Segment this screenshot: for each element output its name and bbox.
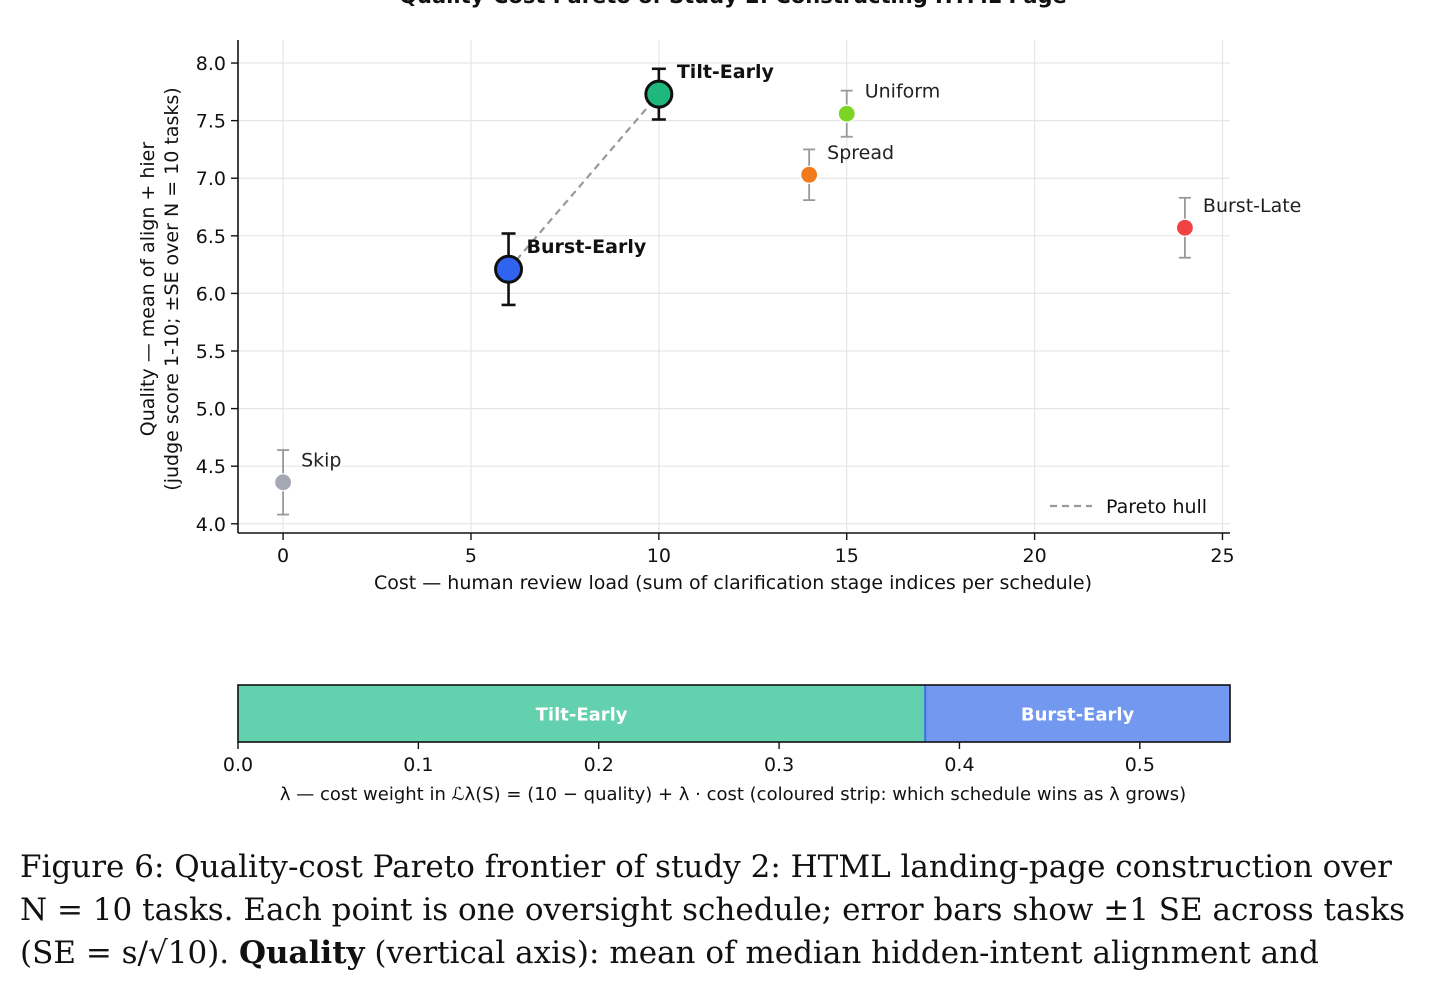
point-label-skip: Skip — [301, 449, 341, 471]
y-tick-label: 4.0 — [196, 514, 226, 536]
x-axis-label: Cost — human review load (sum of clarifi… — [374, 572, 1092, 594]
point-label-uniform: Uniform — [865, 81, 941, 103]
caption-quality-term: Quality — [239, 935, 365, 971]
strip-segment-label-burst-early: Burst-Early — [1021, 705, 1135, 726]
strip-tick-label: 0.3 — [764, 754, 794, 776]
x-tick-label: 25 — [1210, 545, 1234, 567]
x-tick-label: 0 — [277, 545, 289, 567]
point-tilt-early — [644, 79, 674, 109]
y-tick-label: 4.5 — [196, 456, 226, 478]
strip-tick-label: 0.5 — [1125, 754, 1155, 776]
y-tick-label: 8.0 — [196, 53, 226, 75]
strip-axis-label: λ — cost weight in ℒλ(S) = (10 − quality… — [280, 784, 1186, 805]
y-tick-label: 7.0 — [196, 168, 226, 190]
point-uniform — [837, 104, 856, 123]
y-tick-label: 7.5 — [196, 111, 226, 133]
strip-tick-label: 0.1 — [403, 754, 433, 776]
chart-title: Quality-Cost Pareto of Study 2: Construc… — [399, 0, 1067, 8]
point-label-burst-early: Burst-Early — [527, 236, 647, 258]
strip-segment-burst-early — [925, 685, 1230, 742]
y-tick-label: 5.0 — [196, 399, 226, 421]
x-tick-label: 5 — [465, 545, 477, 567]
y-tick-label: 6.0 — [196, 283, 226, 305]
strip-frame — [237, 684, 1231, 743]
figure-caption: Figure 6: Quality-cost Pareto frontier o… — [20, 846, 1424, 975]
legend-pareto-label: Pareto hull — [1106, 496, 1207, 518]
figure-label: Figure 6: — [20, 849, 165, 885]
strip-segment-label-tilt-early: Tilt-Early — [536, 705, 628, 726]
point-label-tilt-early: Tilt-Early — [677, 61, 775, 83]
caption-line-1: Figure 6: Quality-cost Pareto frontier o… — [20, 846, 1424, 889]
caption-text-3a: (SE = s/√10). — [20, 935, 230, 971]
strip-tick-label: 0.4 — [944, 754, 974, 776]
point-skip — [273, 473, 293, 492]
x-tick-label: 15 — [835, 545, 859, 567]
main-plot: 0 5 10 15 20 25 4.0 4.5 5.0 5.5 6.0 6.5 7.0 7.5 8.0 Ski… — [196, 40, 1301, 567]
x-tick-label: 20 — [1023, 545, 1047, 567]
strip-tick-label: 0.2 — [584, 754, 614, 776]
caption-line-2: N = 10 tasks. Each point is one oversigh… — [20, 892, 1406, 928]
y-axis-label-line1: Quality — mean of align + hier — [137, 142, 159, 437]
caption-text-1: Quality-cost Pareto frontier of study 2:… — [174, 849, 1392, 885]
point-burst-early — [494, 254, 524, 284]
caption-text-3b: (vertical axis): mean of median hidden-i… — [374, 935, 1319, 971]
y-tick-label: 6.5 — [196, 226, 226, 248]
point-burst-late — [1175, 218, 1195, 237]
point-spread — [800, 165, 819, 184]
y-tick-label: 5.5 — [196, 341, 226, 363]
strip-segment-tilt-early — [238, 685, 926, 742]
lambda-strip: Tilt-Early Burst-Early 0.0 0.1 0.2 0.3 0.4 0.5 — [223, 684, 1231, 776]
caption-line-3: (SE = s/√10). Quality (vertical axis): m… — [20, 932, 1424, 975]
y-axis-label-line2: (judge score 1-10; ±SE over N = 10 tasks… — [161, 87, 183, 490]
pareto-hull-line — [507, 93, 660, 270]
chart: Quality-Cost Pareto of Study 2: Construc… — [137, 0, 1301, 805]
point-label-spread: Spread — [827, 142, 894, 164]
point-label-burst-late: Burst-Late — [1203, 195, 1301, 217]
strip-tick-label: 0.0 — [223, 754, 253, 776]
x-tick-label: 10 — [647, 545, 671, 567]
